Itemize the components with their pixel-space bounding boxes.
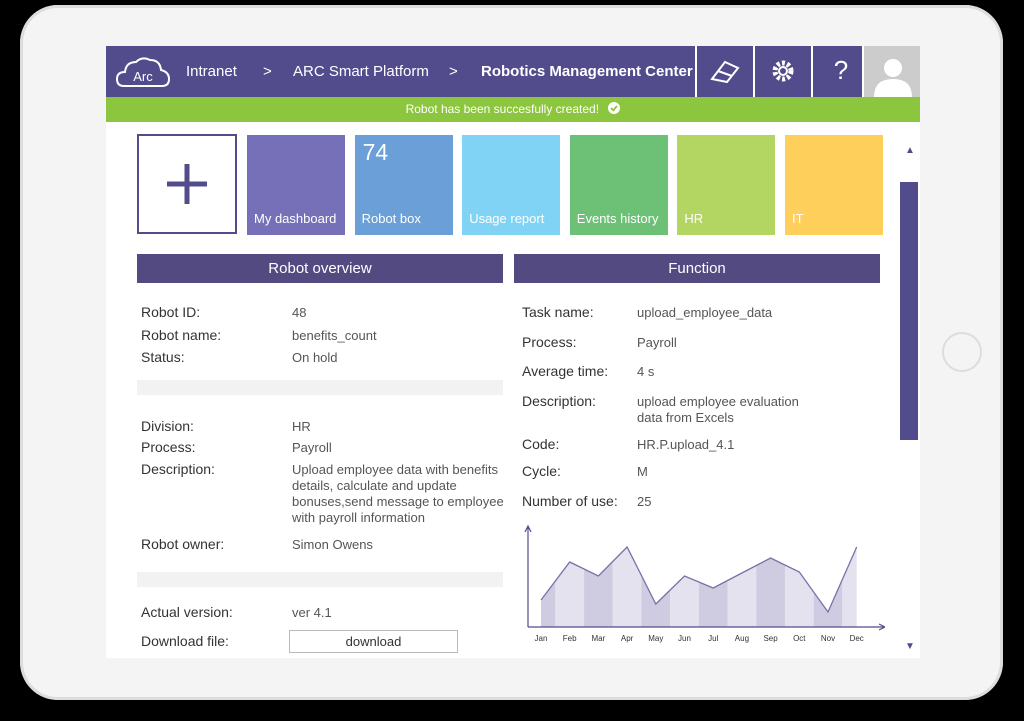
field-value: M [637,464,648,479]
tile[interactable]: Events history [569,135,668,235]
area-band [756,547,785,627]
line [540,545,858,614]
area-band [698,547,728,627]
tile-label: HR [684,211,704,226]
field-label: Actual version: [141,604,233,620]
area-band [670,547,699,627]
x-tick-label: Apr [621,634,634,643]
field-value: ver 4.1 [292,605,332,620]
x-tick-label: Feb [563,634,577,643]
tile-label: Events history [576,211,659,226]
field-value: upload_employee_data [637,305,773,320]
breadcrumb-current: Robotics Management Center [481,63,693,80]
tile-label: My dashboard [254,211,337,226]
field-label: Task name: [522,304,594,320]
home-button[interactable] [942,332,982,372]
field-value: benefits_count [292,328,377,343]
eraser-button[interactable] [695,46,753,97]
field-label: Description: [522,393,596,409]
field-label: Number of use: [522,493,618,509]
header: Arc Intranet > ARC Smart Platform > Robo… [106,46,920,97]
area-band [842,547,857,627]
field-label: Robot name: [141,327,222,343]
logo-text: Arc [133,69,153,84]
area-band [727,547,757,627]
divider [137,572,503,587]
field-value: 4 s [637,364,655,379]
area-band [784,547,814,627]
field-label: Process: [141,439,196,455]
x-tick-label: Aug [735,634,749,643]
area-band [541,547,556,627]
help-button[interactable]: ? [811,46,869,97]
breadcrumb-separator: > [263,63,272,80]
field-value: HR [292,419,311,434]
field-label: Process: [522,334,577,350]
tile[interactable]: HR [677,135,776,235]
x-tick-label: Sep [763,634,778,643]
notification-text: Robot has been succesfully created! [405,102,600,116]
breadcrumb-item[interactable]: ARC Smart Platform [293,63,429,80]
field-value: HR.P.upload_4.1 [637,437,735,452]
scroll-up[interactable]: ▲ [905,145,915,156]
field-value: On hold [292,350,338,365]
field-label: Robot owner: [141,536,225,552]
avatar[interactable] [862,46,920,97]
x-tick-label: Dec [850,634,864,643]
tile-count: 74 [362,139,389,165]
field-value: Simon Owens [292,537,373,552]
x-tick-label: Nov [821,634,835,643]
field-value: 25 [637,494,652,509]
field-label: Description: [141,461,215,477]
field-value: 48 [292,305,307,320]
logo: Arc [116,57,170,87]
field-label: Robot ID: [141,304,201,320]
scrollbar-thumb[interactable] [900,182,918,440]
area-band [641,547,671,627]
field-label: Download file: [141,633,229,649]
notification: Robot has been succesfully created! [106,97,920,122]
section-header: Robot overview [137,254,503,283]
x-tick-label: Jun [678,634,691,643]
x-tick-label: Oct [793,634,806,643]
section-header: Function [514,254,880,283]
chart: Jan Feb Mar Apr May Jun Jul Aug Sep Oct Nov Dec [524,524,885,643]
x-tick-label: Mar [592,634,606,643]
tile-label: IT [792,211,804,226]
x-tick-label: May [648,634,663,643]
breadcrumb-item[interactable]: Intranet [186,63,237,80]
settings-button[interactable] [753,46,811,97]
field-value: Payroll [292,440,332,455]
field-label: Cycle: [522,463,561,479]
breadcrumb-separator: > [449,63,458,80]
field-value: Payroll [637,335,677,350]
field-value: Upload employee data with benefits detai… [292,462,504,525]
download-button[interactable]: download [289,630,458,653]
tile[interactable]: Usage report [462,135,561,235]
divider [137,380,503,395]
tile-label: Robot box [361,211,421,226]
area-band [584,547,613,627]
screen: Arc Intranet > ARC Smart Platform > Robo… [106,46,920,658]
field-label: Average time: [522,363,609,379]
tile[interactable]: IT [785,135,883,235]
x-tick-label: Jul [708,634,718,643]
add-tile[interactable] [137,134,237,234]
area-band [612,547,642,627]
field-label: Division: [141,418,194,434]
tile[interactable]: Robot box 74 [354,135,453,235]
field-label: Code: [522,436,560,452]
x-tick-label: Jan [535,634,548,643]
field-value: upload employee evaluation data from Exc… [637,394,799,425]
help-icon: ? [833,55,849,85]
field-label: Status: [141,349,185,365]
scroll-down[interactable]: ▼ [905,641,915,652]
tile-label: Usage report [469,211,545,226]
tile[interactable]: My dashboard [247,135,345,235]
